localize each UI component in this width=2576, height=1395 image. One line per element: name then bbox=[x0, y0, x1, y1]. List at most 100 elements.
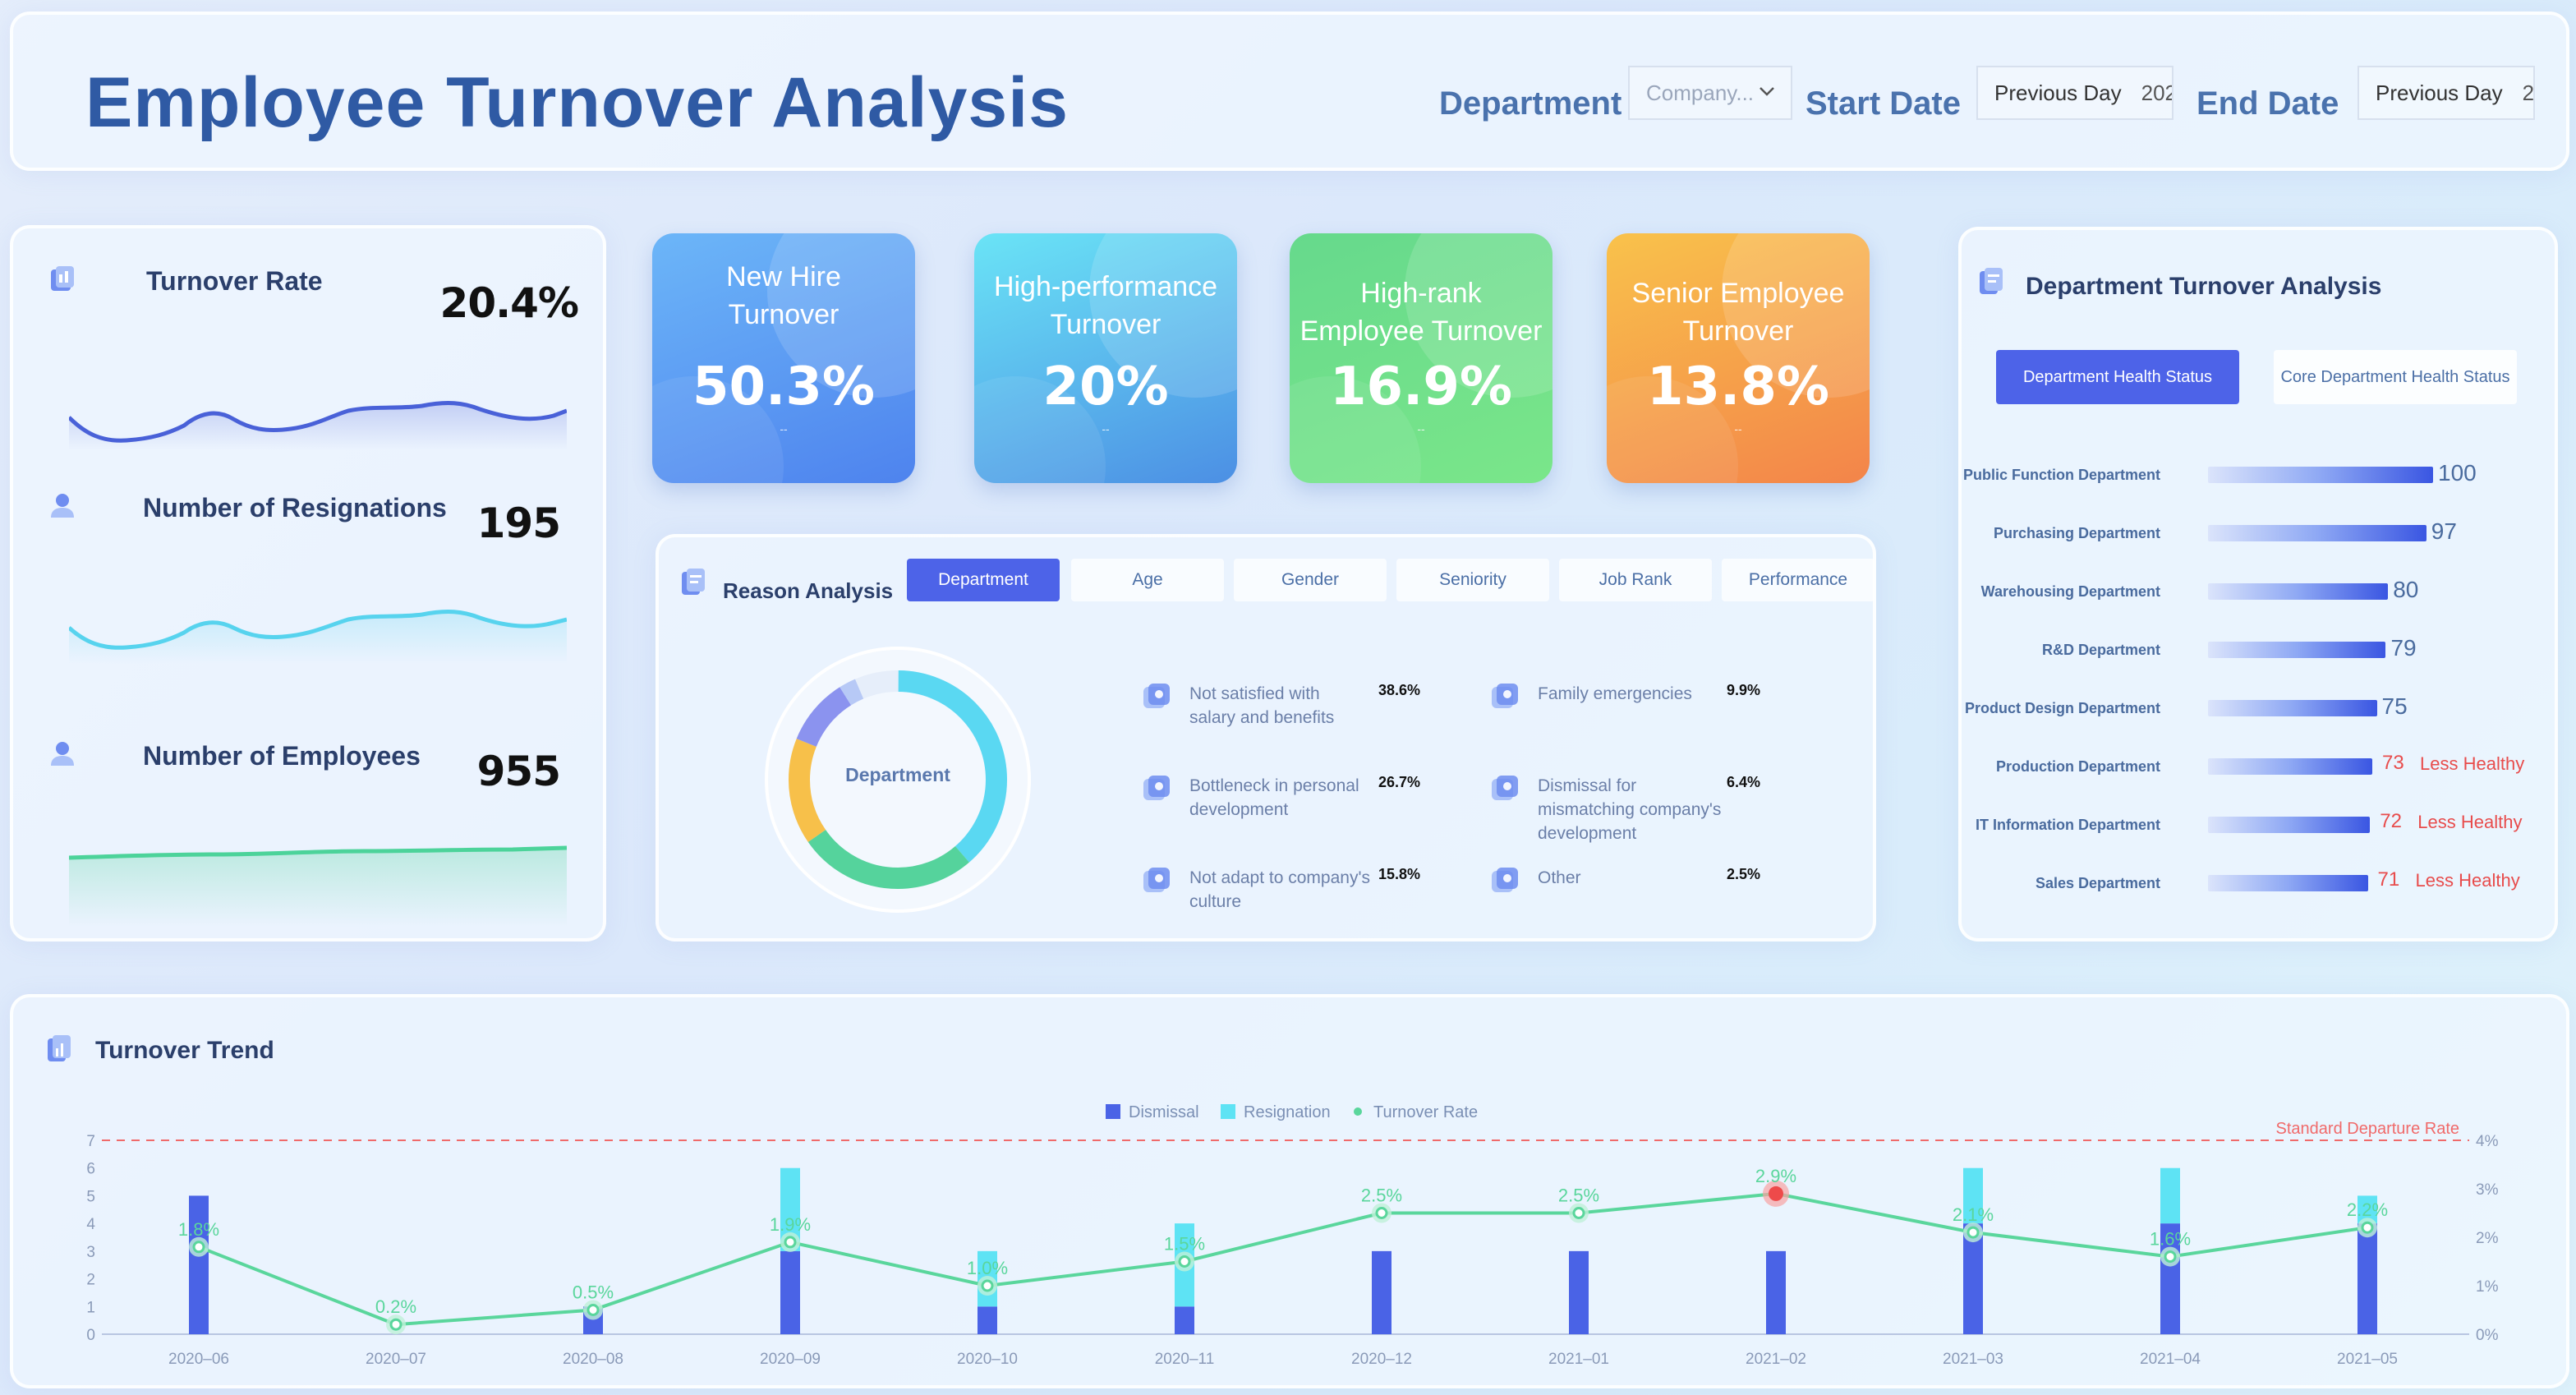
kpi-card-high-rank[interactable]: High-rank Employee Turnover 16.9% -- bbox=[1290, 233, 1552, 483]
start-date-year: 2020 bbox=[2141, 80, 2172, 105]
y-tick-label: 2 bbox=[86, 1272, 95, 1289]
kpi-value: 13.8% bbox=[1646, 357, 1830, 417]
reason-title: Reason Analysis bbox=[723, 578, 894, 603]
department-bar bbox=[2208, 642, 2386, 658]
y2-tick-label: 0% bbox=[2476, 1327, 2499, 1344]
resignations-sparkline bbox=[69, 610, 567, 664]
department-name: Purchasing Department bbox=[1993, 525, 2160, 541]
data-label: 2.5% bbox=[1361, 1186, 1402, 1206]
chart-doc-icon bbox=[51, 266, 74, 291]
house-icon bbox=[1492, 684, 1518, 708]
turnover-rate-sparkline bbox=[69, 401, 567, 450]
resignations-label: Number of Resignations bbox=[143, 493, 447, 523]
bar-dismissal bbox=[780, 1250, 800, 1334]
data-label: 2.5% bbox=[1558, 1186, 1599, 1206]
reason-text: Dismissal for mismatching company's develo… bbox=[1538, 774, 1735, 845]
legend-swatch bbox=[1354, 1107, 1362, 1116]
x-tick-label: 2021–04 bbox=[2140, 1351, 2201, 1368]
data-label: 1.5% bbox=[1164, 1234, 1205, 1255]
department-value: 80 bbox=[2393, 577, 2419, 602]
tab-performance[interactable]: Performance bbox=[1722, 559, 1874, 601]
department-turnover-panel: Department Turnover Analysis Department … bbox=[1958, 227, 2558, 942]
y2-tick-label: 4% bbox=[2476, 1133, 2499, 1150]
x-tick-label: 2021–03 bbox=[1943, 1351, 2003, 1368]
department-value: 79 bbox=[2390, 635, 2417, 661]
tab-gender[interactable]: Gender bbox=[1234, 559, 1387, 601]
user-card-icon bbox=[1143, 776, 1170, 800]
department-name: Sales Department bbox=[2035, 875, 2160, 891]
department-name: Production Department bbox=[1995, 758, 2160, 775]
department-name: Public Function Department bbox=[1962, 467, 2160, 483]
line-point bbox=[1769, 1186, 1783, 1201]
tab-department[interactable]: Department bbox=[907, 559, 1060, 601]
kpi-card-senior[interactable]: Senior Employee Turnover 13.8% -- bbox=[1607, 233, 1870, 483]
reference-line-label: Standard Departure Rate bbox=[2276, 1120, 2459, 1138]
x-tick-label: 2020–07 bbox=[366, 1351, 426, 1368]
page-title: Employee Turnover Analysis bbox=[85, 63, 1069, 142]
end-date-year: 20 bbox=[2522, 80, 2535, 105]
x-tick-label: 2020–12 bbox=[1351, 1351, 1412, 1368]
reason-percent: 26.7% bbox=[1378, 774, 1421, 790]
x-tick-label: 2021–01 bbox=[1548, 1351, 1609, 1368]
department-value: 75 bbox=[2381, 693, 2408, 719]
reason-percent: 15.8% bbox=[1378, 866, 1421, 882]
department-bar bbox=[2208, 467, 2433, 483]
department-bar bbox=[2208, 583, 2389, 600]
data-label: 2.2% bbox=[2347, 1199, 2388, 1220]
reason-text-line: Not adapt to company's bbox=[1189, 868, 1370, 887]
tab-seniority[interactable]: Seniority bbox=[1396, 559, 1549, 601]
line-point bbox=[192, 1241, 205, 1254]
tab-job-rank[interactable]: Job Rank bbox=[1559, 559, 1712, 601]
trend-icon bbox=[48, 1035, 71, 1061]
reason-icon bbox=[682, 569, 705, 595]
reason-text-line: Bottleneck in personal bbox=[1189, 776, 1359, 795]
y-tick-label: 3 bbox=[86, 1244, 95, 1261]
resignations-value: 195 bbox=[476, 500, 561, 547]
department-filter-label: Department bbox=[1439, 85, 1622, 122]
bar-dismissal bbox=[978, 1306, 997, 1334]
reason-text-line: Other bbox=[1538, 868, 1581, 887]
data-label: 1.9% bbox=[770, 1214, 811, 1235]
line-point bbox=[1375, 1207, 1388, 1219]
line-point bbox=[1572, 1207, 1585, 1219]
kpi-title: High-performance bbox=[993, 271, 1218, 302]
department-bar bbox=[2208, 758, 2373, 775]
start-date-input[interactable]: Previous Day 2020 bbox=[1976, 66, 2174, 120]
department-select[interactable]: Company... bbox=[1628, 66, 1792, 120]
x-tick-label: 2020–06 bbox=[168, 1351, 229, 1368]
x-tick-label: 2020–08 bbox=[563, 1351, 623, 1368]
end-date-input[interactable]: Previous Day 20 bbox=[2358, 66, 2535, 120]
data-label: 2.9% bbox=[1755, 1166, 1796, 1186]
kpi-title: Senior Employee bbox=[1631, 278, 1845, 309]
x-tick-label: 2020–09 bbox=[760, 1351, 821, 1368]
kpi-title: High-rank bbox=[1360, 278, 1482, 309]
kpi-value: 20% bbox=[1042, 357, 1169, 417]
x-tick-label: 2020–11 bbox=[1155, 1351, 1215, 1368]
line-point bbox=[2361, 1221, 2374, 1234]
kpi-card-new-hire[interactable]: New Hire Turnover 50.3% -- bbox=[652, 233, 915, 483]
line-point bbox=[1178, 1255, 1191, 1268]
kpi-title: Turnover bbox=[1050, 309, 1162, 340]
reason-text: Bottleneck in personal development bbox=[1189, 774, 1387, 822]
start-date-label: Start Date bbox=[1806, 85, 1961, 122]
turnover-trend-panel: Turnover Trend Dismissal Resignation Turno… bbox=[10, 994, 2569, 1388]
tab-department-health[interactable]: Department Health Status bbox=[1996, 350, 2239, 404]
bar-resignation bbox=[2160, 1167, 2180, 1224]
kpi-title: Employee Turnover bbox=[1300, 315, 1543, 347]
department-name: Warehousing Department bbox=[1980, 583, 2160, 600]
legend-swatch bbox=[1221, 1104, 1235, 1119]
tab-age[interactable]: Age bbox=[1071, 559, 1224, 601]
building-icon bbox=[1143, 868, 1170, 892]
bar-dismissal bbox=[2160, 1223, 2180, 1334]
document-icon bbox=[1492, 776, 1518, 800]
reason-donut-chart bbox=[765, 647, 1031, 913]
department-bar bbox=[2208, 817, 2371, 833]
reason-percent: 2.5% bbox=[1727, 866, 1761, 882]
end-date-value: Previous Day bbox=[2376, 80, 2503, 105]
kpi-card-high-performance[interactable]: High-performance Turnover 20% -- bbox=[974, 233, 1237, 483]
tab-core-department-health[interactable]: Core Department Health Status bbox=[2274, 350, 2517, 404]
reason-text-line: development bbox=[1189, 800, 1289, 819]
kpi-sublabel: -- bbox=[1102, 422, 1110, 435]
department-bar bbox=[2208, 525, 2426, 541]
kpi-sublabel: -- bbox=[780, 422, 788, 435]
